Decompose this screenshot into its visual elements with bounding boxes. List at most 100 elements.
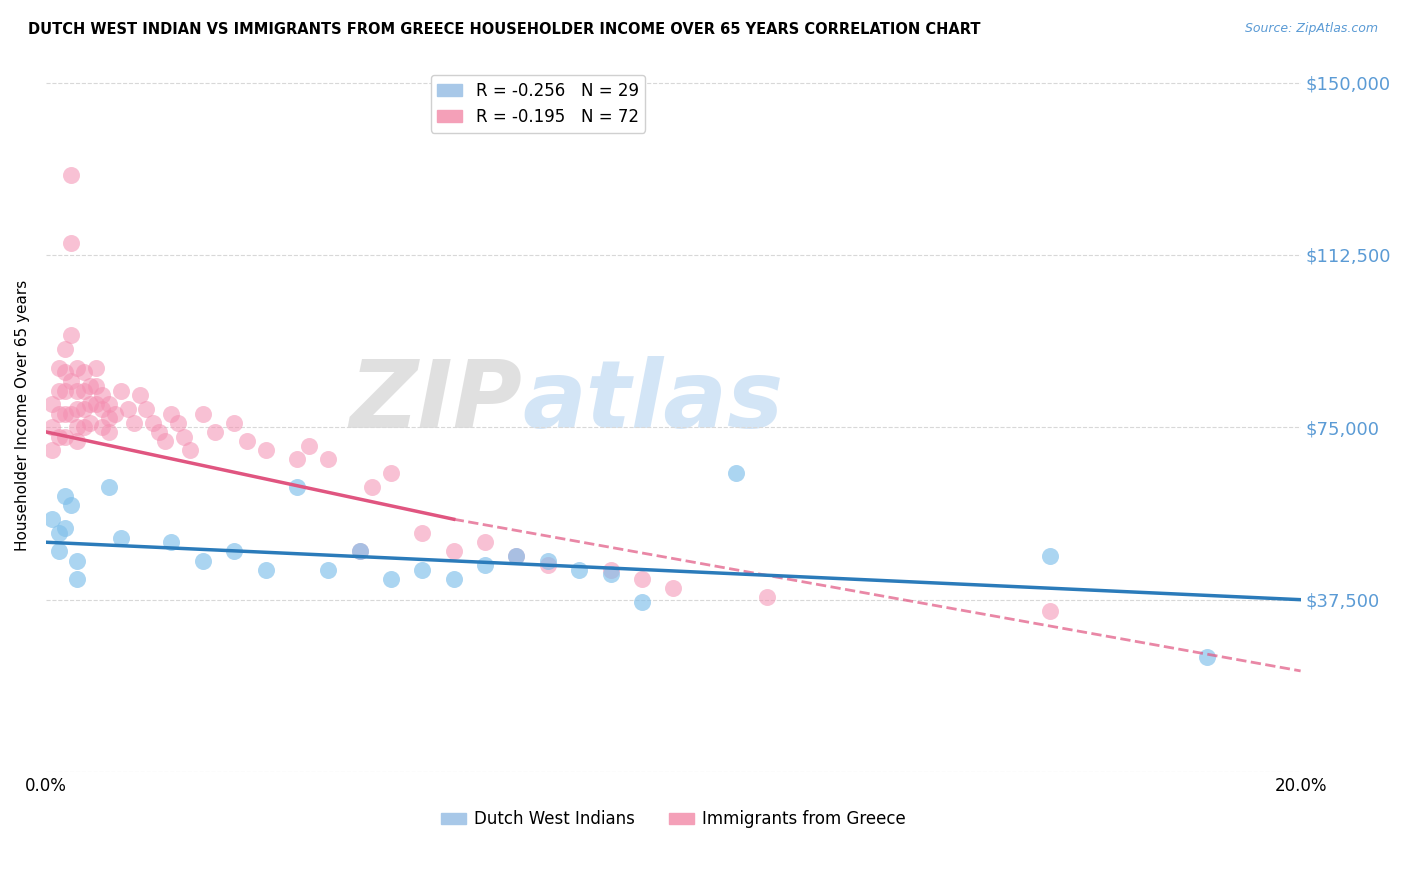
Point <box>191 553 214 567</box>
Point <box>1039 604 1062 618</box>
Point <box>66 572 89 586</box>
Text: atlas: atlas <box>523 356 785 448</box>
Point <box>142 416 165 430</box>
Point <box>537 553 560 567</box>
Point <box>1195 650 1218 665</box>
Point <box>48 407 70 421</box>
Point <box>110 531 132 545</box>
Point <box>316 452 339 467</box>
Point <box>298 439 321 453</box>
Point <box>505 549 527 563</box>
Point <box>53 429 76 443</box>
Point <box>79 397 101 411</box>
Point <box>1039 549 1062 563</box>
Point <box>110 384 132 398</box>
Point <box>41 397 63 411</box>
Point <box>41 420 63 434</box>
Point <box>129 388 152 402</box>
Point <box>285 480 308 494</box>
Point <box>97 480 120 494</box>
Point <box>53 489 76 503</box>
Point <box>443 572 465 586</box>
Point <box>224 416 246 430</box>
Point <box>60 499 83 513</box>
Point <box>160 535 183 549</box>
Point <box>97 425 120 439</box>
Y-axis label: Householder Income Over 65 years: Householder Income Over 65 years <box>15 280 30 551</box>
Point <box>53 384 76 398</box>
Point <box>411 526 433 541</box>
Point <box>160 407 183 421</box>
Point <box>84 379 107 393</box>
Point <box>60 168 83 182</box>
Point <box>48 526 70 541</box>
Point <box>153 434 176 449</box>
Point <box>631 572 654 586</box>
Point <box>599 563 621 577</box>
Point <box>48 429 70 443</box>
Point <box>104 407 127 421</box>
Point <box>662 581 685 595</box>
Point <box>361 480 384 494</box>
Point <box>349 544 371 558</box>
Point <box>380 572 402 586</box>
Point <box>756 591 779 605</box>
Point <box>537 558 560 573</box>
Point <box>724 467 747 481</box>
Point <box>66 434 89 449</box>
Point <box>97 411 120 425</box>
Point <box>79 379 101 393</box>
Point <box>117 401 139 416</box>
Point <box>60 328 83 343</box>
Point <box>166 416 188 430</box>
Point <box>568 563 591 577</box>
Point <box>66 553 89 567</box>
Point <box>285 452 308 467</box>
Point <box>53 407 76 421</box>
Point <box>349 544 371 558</box>
Point <box>380 467 402 481</box>
Point <box>443 544 465 558</box>
Point <box>84 360 107 375</box>
Legend: Dutch West Indians, Immigrants from Greece: Dutch West Indians, Immigrants from Gree… <box>434 804 912 835</box>
Text: DUTCH WEST INDIAN VS IMMIGRANTS FROM GREECE HOUSEHOLDER INCOME OVER 65 YEARS COR: DUTCH WEST INDIAN VS IMMIGRANTS FROM GRE… <box>28 22 980 37</box>
Point <box>91 420 114 434</box>
Point <box>72 384 94 398</box>
Point <box>72 365 94 379</box>
Point <box>66 401 89 416</box>
Point <box>316 563 339 577</box>
Point <box>224 544 246 558</box>
Point <box>135 401 157 416</box>
Point <box>631 595 654 609</box>
Point <box>48 384 70 398</box>
Point <box>84 397 107 411</box>
Point <box>53 342 76 356</box>
Point <box>204 425 226 439</box>
Point <box>97 397 120 411</box>
Point <box>72 420 94 434</box>
Point <box>474 558 496 573</box>
Point <box>66 360 89 375</box>
Point <box>474 535 496 549</box>
Point <box>505 549 527 563</box>
Point <box>254 563 277 577</box>
Point <box>148 425 170 439</box>
Point <box>122 416 145 430</box>
Point <box>91 388 114 402</box>
Point <box>53 521 76 535</box>
Point <box>60 407 83 421</box>
Text: Source: ZipAtlas.com: Source: ZipAtlas.com <box>1244 22 1378 36</box>
Point <box>66 420 89 434</box>
Point <box>191 407 214 421</box>
Point <box>411 563 433 577</box>
Point <box>60 236 83 251</box>
Point <box>599 567 621 582</box>
Point <box>179 443 201 458</box>
Point <box>60 375 83 389</box>
Point <box>41 443 63 458</box>
Point <box>254 443 277 458</box>
Text: ZIP: ZIP <box>350 356 523 448</box>
Point <box>48 544 70 558</box>
Point <box>72 401 94 416</box>
Point <box>48 360 70 375</box>
